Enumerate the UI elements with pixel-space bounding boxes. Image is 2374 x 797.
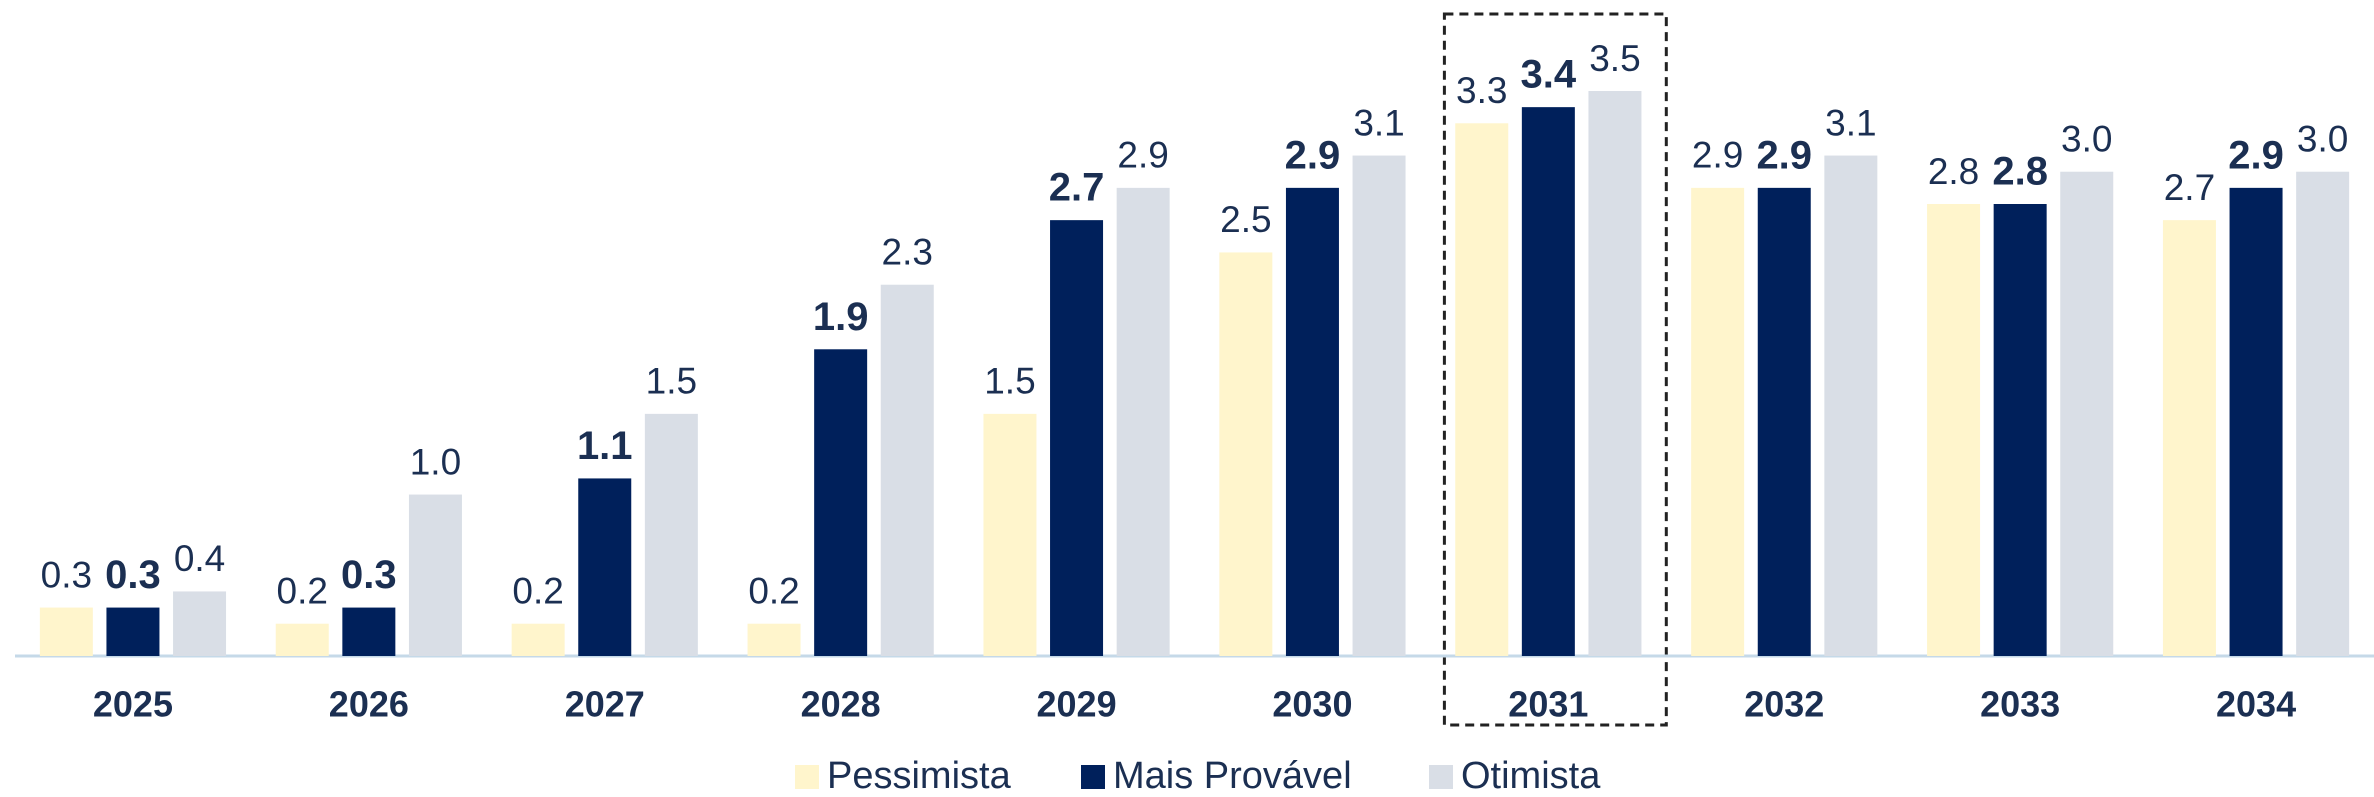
bar — [1455, 123, 1509, 657]
bar — [1588, 91, 1642, 656]
bar — [275, 623, 329, 656]
data-label: 0.4 — [174, 538, 225, 579]
bar — [578, 478, 632, 656]
x-tick-label: 2027 — [565, 684, 645, 725]
bar — [1927, 204, 1981, 656]
x-tick-label: 2025 — [93, 684, 173, 725]
data-label: 0.2 — [277, 570, 328, 611]
data-label: 1.9 — [813, 295, 869, 339]
data-label: 0.3 — [341, 553, 397, 597]
data-label: 2.9 — [1117, 135, 1168, 176]
x-tick-label: 2029 — [1037, 684, 1117, 725]
data-label: 2.9 — [1756, 133, 1812, 177]
bar — [880, 284, 934, 656]
x-tick-label: 2034 — [2216, 684, 2296, 725]
data-label: 1.0 — [410, 441, 461, 482]
bar — [39, 607, 93, 656]
data-label: 1.5 — [646, 361, 697, 402]
bar — [814, 349, 868, 656]
data-label: 3.0 — [2061, 118, 2112, 159]
data-label: 3.1 — [1353, 102, 1404, 143]
data-label: 1.5 — [984, 361, 1035, 402]
bar — [1993, 204, 2047, 656]
x-tick-label: 2031 — [1508, 684, 1588, 725]
x-tick-label: 2026 — [329, 684, 409, 725]
bar — [1352, 155, 1406, 657]
data-label: 3.1 — [1825, 102, 1876, 143]
legend-label: Pessimista — [827, 755, 1012, 797]
bar — [2229, 187, 2283, 656]
data-label: 2.8 — [1928, 151, 1979, 192]
data-label: 2.5 — [1220, 199, 1271, 240]
legend-swatch — [1429, 765, 1453, 789]
data-label: 3.0 — [2297, 118, 2348, 159]
bar — [408, 494, 462, 656]
x-tick-label: 2028 — [801, 684, 881, 725]
data-label: 2.9 — [1692, 135, 1743, 176]
legend-swatch — [795, 765, 819, 789]
data-label: 1.1 — [577, 424, 633, 468]
legend-label: Otimista — [1461, 755, 1601, 797]
bar — [106, 607, 160, 656]
bar — [983, 413, 1037, 656]
x-tick-label: 2033 — [1980, 684, 2060, 725]
bar — [173, 591, 227, 656]
data-label: 3.4 — [1521, 53, 1577, 97]
bar — [1824, 155, 1878, 657]
data-label: 0.2 — [512, 570, 563, 611]
x-tick-label: 2030 — [1272, 684, 1352, 725]
data-label: 2.3 — [882, 231, 933, 272]
bar — [1285, 187, 1339, 656]
data-label: 3.3 — [1456, 70, 1507, 111]
bar — [747, 623, 801, 656]
bar — [511, 623, 565, 656]
bar — [2162, 220, 2216, 656]
data-label: 0.3 — [41, 554, 92, 595]
data-label: 2.9 — [1285, 133, 1341, 177]
legend-swatch — [1081, 765, 1105, 789]
bar — [342, 607, 396, 656]
bar — [1050, 220, 1104, 656]
data-label: 0.3 — [105, 553, 161, 597]
data-label: 0.2 — [748, 570, 799, 611]
legend-label: Mais Provável — [1113, 755, 1352, 797]
data-label: 2.9 — [2228, 133, 2284, 177]
x-tick-label: 2032 — [1744, 684, 1824, 725]
data-label: 2.8 — [1992, 150, 2048, 194]
data-label: 2.7 — [2164, 167, 2215, 208]
bar — [644, 413, 698, 656]
bar — [1219, 252, 1273, 656]
highlight-box — [1442, 12, 1668, 727]
bar — [2296, 171, 2350, 656]
bar — [1521, 107, 1575, 656]
data-label: 3.5 — [1589, 38, 1640, 79]
bar — [1757, 187, 1811, 656]
bar — [1116, 187, 1170, 656]
bar — [1691, 187, 1745, 656]
bar — [2060, 171, 2114, 656]
data-label: 2.7 — [1049, 166, 1105, 210]
